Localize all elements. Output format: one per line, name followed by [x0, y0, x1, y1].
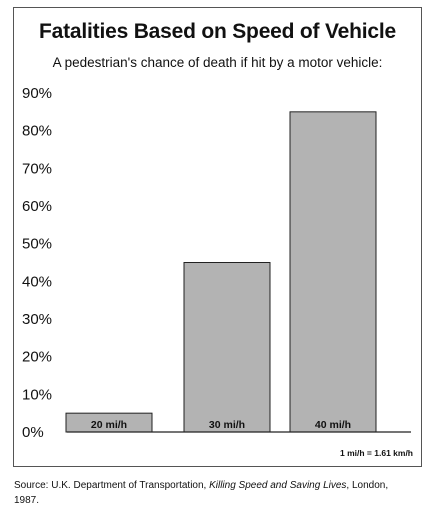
y-tick-label: 0% [22, 424, 44, 441]
y-tick-label: 50% [22, 236, 52, 253]
bar-category-label: 40 mi/h [315, 419, 351, 431]
y-tick-label: 70% [22, 160, 52, 177]
bar-category-label: 30 mi/h [209, 419, 245, 431]
chart-frame: Fatalities Based on Speed of Vehicle A p… [13, 7, 422, 467]
y-tick-label: 80% [22, 123, 52, 140]
chart-subtitle: A pedestrian's chance of death if hit by… [52, 55, 383, 70]
bar [183, 262, 271, 433]
source-work-title: Killing Speed and Saving Lives [209, 480, 347, 491]
y-tick-label: 90% [22, 85, 52, 102]
source-suffix: , London, 1987. [14, 480, 389, 506]
source-note: Source: U.K. Department of Transportatio… [14, 478, 414, 508]
bar [289, 111, 377, 433]
bar-chart: 0% 10% 20% 30% 40% 50% 60% 70% 80% 90% 20 mi/h 30 m… [22, 85, 411, 441]
y-tick-label: 10% [22, 386, 52, 403]
y-tick-label: 60% [22, 198, 52, 215]
conversion-note: 1 mi/h = 1.61 km/h [340, 448, 413, 458]
y-tick-label: 40% [22, 273, 52, 290]
y-tick-label: 30% [22, 311, 52, 328]
chart-title: Fatalities Based on Speed of Vehicle [39, 20, 396, 43]
source-prefix: Source: U.K. Department of Transportatio… [14, 480, 210, 491]
bar-category-label: 20 mi/h [91, 419, 127, 431]
y-tick-label: 20% [22, 349, 52, 366]
